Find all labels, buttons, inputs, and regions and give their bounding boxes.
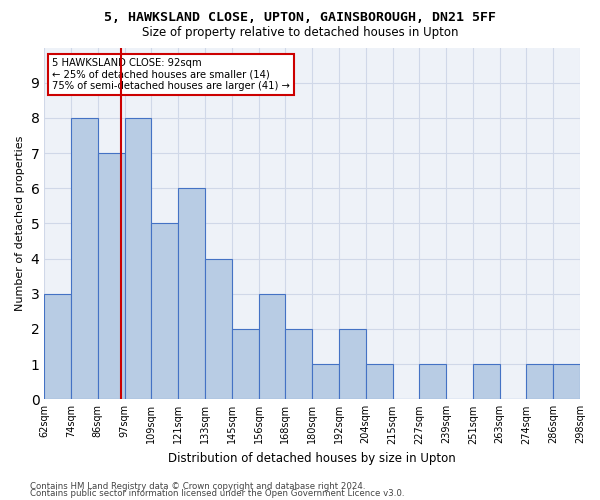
Bar (473, 364, 500, 400)
Bar (339, 329, 366, 400)
Text: 5 HAWKSLAND CLOSE: 92sqm
← 25% of detached houses are smaller (14)
75% of semi-d: 5 HAWKSLAND CLOSE: 92sqm ← 25% of detach… (52, 58, 290, 92)
Bar (419, 364, 446, 400)
Text: Contains public sector information licensed under the Open Government Licence v3: Contains public sector information licen… (30, 489, 404, 498)
Bar (553, 364, 580, 400)
Bar (366, 364, 392, 400)
X-axis label: Distribution of detached houses by size in Upton: Distribution of detached houses by size … (168, 452, 456, 465)
Bar (151, 224, 178, 400)
Bar (44, 294, 71, 400)
Bar (312, 364, 339, 400)
Bar (259, 294, 286, 400)
Text: Contains HM Land Registry data © Crown copyright and database right 2024.: Contains HM Land Registry data © Crown c… (30, 482, 365, 491)
Y-axis label: Number of detached properties: Number of detached properties (15, 136, 25, 311)
Bar (526, 364, 553, 400)
Bar (232, 329, 259, 400)
Bar (98, 153, 125, 400)
Bar (286, 329, 312, 400)
Text: Size of property relative to detached houses in Upton: Size of property relative to detached ho… (142, 26, 458, 39)
Bar (71, 118, 98, 400)
Bar (125, 118, 151, 400)
Bar (205, 258, 232, 400)
Text: 5, HAWKSLAND CLOSE, UPTON, GAINSBOROUGH, DN21 5FF: 5, HAWKSLAND CLOSE, UPTON, GAINSBOROUGH,… (104, 11, 496, 24)
Bar (178, 188, 205, 400)
